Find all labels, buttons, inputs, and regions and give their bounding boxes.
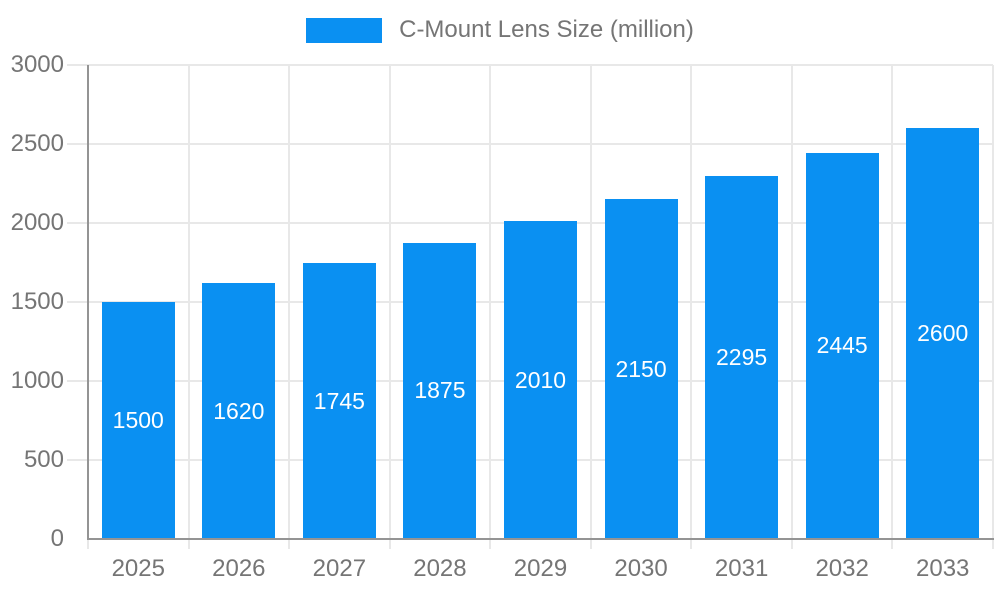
legend-label: C-Mount Lens Size (million) (399, 16, 694, 43)
bar-2029: 2010 (504, 221, 577, 539)
bar-value-label: 2295 (716, 344, 768, 371)
gridline-vertical (790, 65, 793, 549)
bar-value-label: 1500 (112, 407, 164, 433)
gridline-vertical (187, 65, 190, 549)
gridline-vertical (589, 65, 592, 549)
x-tick-label: 2029 (513, 555, 568, 582)
bar-2032: 2445 (805, 152, 879, 539)
bar-2031: 2295 (705, 176, 779, 539)
gridline-vertical (690, 65, 693, 549)
bar-value-label: 1620 (213, 397, 265, 424)
x-tick-label: 2026 (212, 555, 266, 582)
bar-value-label: 2600 (917, 320, 969, 347)
x-tick-label: 2028 (413, 555, 467, 582)
legend: C-Mount Lens Size (million) (0, 16, 1000, 44)
bar-2027: 1745 (302, 263, 376, 539)
legend-swatch (306, 17, 383, 43)
bar-2030: 2150 (604, 199, 678, 539)
y-axis-line (87, 65, 89, 540)
x-tick-label: 2031 (714, 555, 769, 582)
x-tick-label: 2033 (916, 555, 970, 582)
y-tick-label: 2000 (10, 209, 64, 236)
bar-2028: 1875 (403, 242, 477, 539)
y-tick-label: 1000 (10, 367, 64, 394)
y-tick-label: 0 (50, 525, 64, 552)
gridline-vertical (489, 65, 492, 549)
bar-value-label: 2150 (615, 355, 667, 382)
gridline-vertical (992, 65, 994, 549)
gridline-vertical (288, 65, 291, 549)
bar-2025: 1500 (101, 302, 175, 539)
y-tick-label: 2500 (10, 130, 64, 157)
bar-2026: 1620 (202, 283, 276, 539)
y-tick-label: 500 (23, 446, 64, 473)
gridline-horizontal (67, 64, 993, 66)
bar-2033: 2600 (906, 128, 980, 539)
x-tick-label: 2025 (111, 555, 165, 582)
bar-value-label: 1745 (313, 387, 365, 414)
gridline-horizontal (67, 143, 993, 145)
gridline-vertical (388, 65, 391, 549)
x-tick-label: 2032 (815, 555, 869, 582)
gridline-vertical (891, 65, 894, 549)
x-tick-label: 2030 (614, 555, 668, 582)
x-tick-label: 2027 (312, 555, 367, 582)
x-axis-line (87, 538, 994, 540)
bar-value-label: 1875 (414, 377, 466, 404)
y-tick-label: 3000 (10, 51, 64, 78)
bar-value-label: 2010 (514, 366, 567, 393)
bar-value-label: 2445 (816, 332, 868, 359)
plot-area: 1500 1620 1745 1875 2010 2150 2295 2445 2600 (67, 64, 994, 549)
y-tick-label: 1500 (10, 288, 64, 315)
